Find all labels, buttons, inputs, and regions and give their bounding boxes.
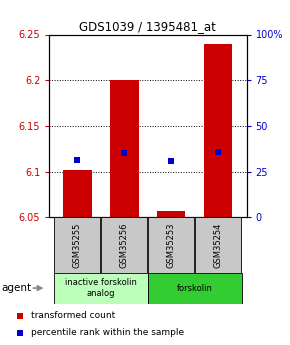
Text: transformed count: transformed count: [31, 311, 115, 320]
Bar: [148, 217, 194, 273]
Bar: [148, 273, 242, 304]
Text: percentile rank within the sample: percentile rank within the sample: [31, 328, 184, 337]
Text: inactive forskolin
analog: inactive forskolin analog: [65, 278, 137, 298]
Text: GSM35254: GSM35254: [214, 222, 223, 268]
Title: GDS1039 / 1395481_at: GDS1039 / 1395481_at: [79, 20, 216, 33]
Bar: [55, 217, 100, 273]
Bar: [54, 273, 148, 304]
Bar: [195, 217, 241, 273]
Bar: [110, 80, 139, 217]
Bar: [157, 211, 186, 217]
Text: GSM35256: GSM35256: [120, 222, 129, 268]
Text: agent: agent: [1, 283, 32, 293]
Bar: [204, 43, 232, 217]
Text: GSM35255: GSM35255: [73, 222, 82, 268]
Bar: [64, 170, 92, 217]
Text: forskolin: forskolin: [177, 284, 213, 293]
Text: GSM35253: GSM35253: [167, 222, 176, 268]
Bar: [102, 217, 147, 273]
